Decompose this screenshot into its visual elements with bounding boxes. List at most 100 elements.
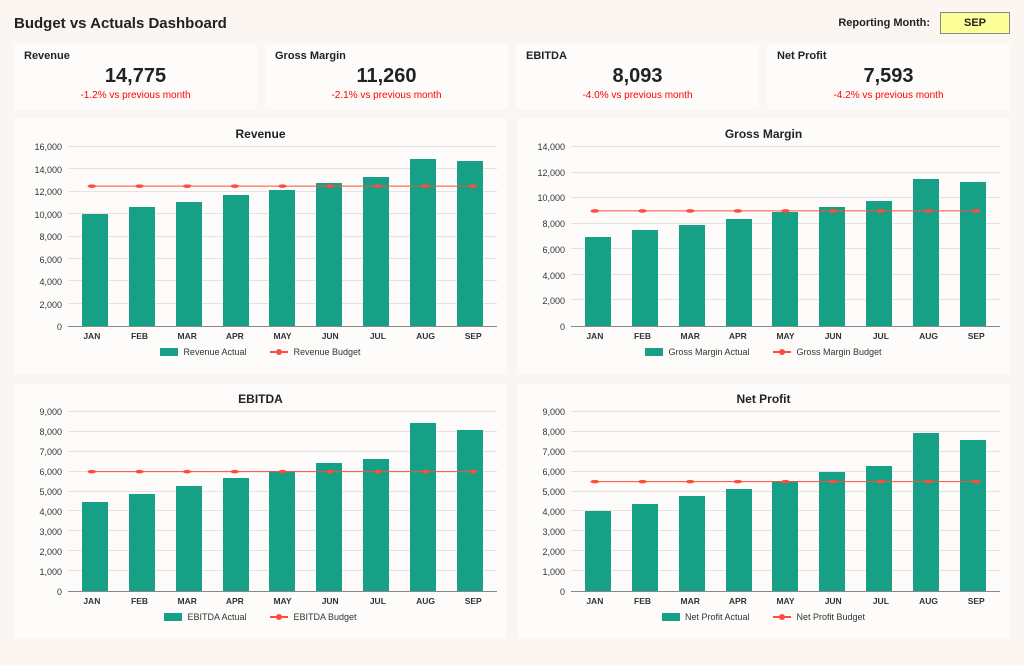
kpi-value: 8,093 <box>526 64 749 88</box>
bar <box>410 159 436 326</box>
charts-grid: Revenue 02,0004,0006,0008,00010,00012,000… <box>14 119 1010 639</box>
x-label: APR <box>211 596 259 606</box>
x-label: AUG <box>402 331 450 341</box>
x-axis: JANFEBMARAPRMAYJUNJULAUGSEP <box>527 592 1000 606</box>
y-tick: 6,000 <box>542 245 565 255</box>
plot-area <box>68 412 497 592</box>
bars <box>571 147 1000 326</box>
x-label: APR <box>714 331 762 341</box>
x-axis: JANFEBMARAPRMAYJUNJULAUGSEP <box>24 327 497 341</box>
y-tick: 5,000 <box>542 487 565 497</box>
bar <box>129 494 155 591</box>
x-label: SEP <box>449 331 497 341</box>
legend-label: Revenue Actual <box>183 347 246 357</box>
bar <box>632 504 658 592</box>
x-label: MAR <box>666 331 714 341</box>
chart-title: EBITDA <box>24 392 497 406</box>
y-tick: 3,000 <box>542 527 565 537</box>
chart-legend: Gross Margin Actual Gross Margin Budget <box>527 347 1000 357</box>
bar <box>913 179 939 326</box>
bar <box>363 459 389 591</box>
x-label: JUN <box>809 596 857 606</box>
line-swatch-icon <box>773 348 791 356</box>
kpi-delta: -2.1% vs previous month <box>275 90 498 101</box>
legend-item-actual: Net Profit Actual <box>662 612 750 622</box>
chart-revenue: Revenue 02,0004,0006,0008,00010,00012,000… <box>14 119 507 374</box>
x-label: JUN <box>306 331 354 341</box>
y-tick: 10,000 <box>537 193 565 203</box>
x-label: FEB <box>116 331 164 341</box>
bar <box>819 207 845 326</box>
bars <box>68 147 497 326</box>
reporting-month-control: Reporting Month: SEP <box>838 12 1010 34</box>
y-tick: 2,000 <box>39 547 62 557</box>
y-tick: 16,000 <box>34 142 62 152</box>
legend-label: EBITDA Actual <box>187 612 246 622</box>
y-tick: 6,000 <box>39 467 62 477</box>
y-tick: 0 <box>560 587 565 597</box>
y-tick: 8,000 <box>39 232 62 242</box>
kpi-delta: -4.2% vs previous month <box>777 90 1000 101</box>
plot-area <box>68 147 497 327</box>
bar <box>129 207 155 326</box>
x-axis: JANFEBMARAPRMAYJUNJULAUGSEP <box>24 592 497 606</box>
kpi-net-profit: Net Profit 7,593 -4.2% vs previous month <box>767 44 1010 109</box>
y-tick: 12,000 <box>34 187 62 197</box>
kpi-value: 7,593 <box>777 64 1000 88</box>
bar <box>772 481 798 591</box>
bar <box>726 219 752 326</box>
y-tick: 0 <box>57 322 62 332</box>
legend-label: EBITDA Budget <box>293 612 356 622</box>
chart-title: Revenue <box>24 127 497 141</box>
legend-item-actual: Revenue Actual <box>160 347 246 357</box>
y-axis: 01,0002,0003,0004,0005,0006,0007,0008,00… <box>24 412 68 592</box>
kpi-label: Gross Margin <box>275 50 498 62</box>
x-label: MAY <box>762 331 810 341</box>
bar <box>585 511 611 591</box>
bar <box>316 183 342 326</box>
bar <box>363 177 389 326</box>
chart-title: Net Profit <box>527 392 1000 406</box>
x-label: JUN <box>306 596 354 606</box>
reporting-label: Reporting Month: <box>838 17 930 29</box>
bar <box>176 202 202 326</box>
x-label: JAN <box>68 596 116 606</box>
chart-area: 01,0002,0003,0004,0005,0006,0007,0008,00… <box>24 412 497 592</box>
line-swatch-icon <box>773 613 791 621</box>
x-label: FEB <box>619 331 667 341</box>
y-tick: 0 <box>560 322 565 332</box>
bar-swatch-icon <box>645 348 663 356</box>
y-tick: 1,000 <box>542 567 565 577</box>
x-label: MAR <box>666 596 714 606</box>
bar <box>82 502 108 592</box>
bar <box>726 489 752 591</box>
bar <box>457 430 483 591</box>
legend-item-actual: EBITDA Actual <box>164 612 246 622</box>
legend-label: Gross Margin Actual <box>668 347 749 357</box>
x-label: APR <box>714 596 762 606</box>
x-label: SEP <box>952 331 1000 341</box>
bar <box>679 225 705 326</box>
y-tick: 9,000 <box>39 407 62 417</box>
y-axis: 02,0004,0006,0008,00010,00012,00014,0001… <box>24 147 68 327</box>
plot-area <box>571 147 1000 327</box>
x-label: SEP <box>952 596 1000 606</box>
x-label: JUL <box>354 331 402 341</box>
page-title: Budget vs Actuals Dashboard <box>14 15 227 32</box>
x-label: JAN <box>571 596 619 606</box>
y-axis: 02,0004,0006,0008,00010,00012,00014,000 <box>527 147 571 327</box>
kpi-delta: -4.0% vs previous month <box>526 90 749 101</box>
bar <box>866 201 892 326</box>
chart-legend: Net Profit ActualNet Profit Budget <box>527 612 1000 622</box>
x-label: JUN <box>809 331 857 341</box>
legend-label: Net Profit Actual <box>685 612 750 622</box>
bar <box>913 433 939 591</box>
reporting-month-select[interactable]: SEP <box>940 12 1010 34</box>
y-tick: 2,000 <box>542 547 565 557</box>
kpi-label: EBITDA <box>526 50 749 62</box>
kpi-ebitda: EBITDA 8,093 -4.0% vs previous month <box>516 44 759 109</box>
legend-label: Gross Margin Budget <box>796 347 881 357</box>
y-tick: 0 <box>57 587 62 597</box>
bar <box>457 161 483 326</box>
bar-swatch-icon <box>164 613 182 621</box>
